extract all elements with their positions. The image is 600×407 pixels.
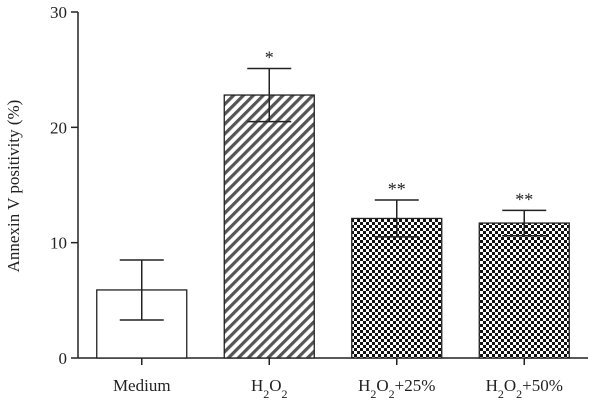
labels: Medium * H2O2 ** H2O2+25% ** H2O2+50% — [113, 48, 563, 401]
y-tick-label: 10 — [50, 234, 67, 253]
significance-marker: * — [265, 48, 274, 68]
y-tick-label: 30 — [50, 3, 67, 22]
bars — [96, 67, 570, 359]
x-tick-label: H2O2+25% — [358, 376, 435, 401]
significance-marker: ** — [515, 189, 533, 209]
x-tick-label: Medium — [113, 376, 171, 395]
y-tick-label: 20 — [50, 118, 67, 137]
y-tick-label: 0 — [59, 349, 68, 368]
x-tick-label: H2O2 — [251, 376, 288, 401]
y-axis-title: Annexin V positivity (%) — [4, 100, 23, 273]
significance-marker: ** — [388, 179, 406, 199]
x-tick-label: H2O2+50% — [486, 376, 563, 401]
bar — [223, 94, 315, 359]
bar — [351, 217, 443, 359]
bar — [478, 222, 570, 359]
